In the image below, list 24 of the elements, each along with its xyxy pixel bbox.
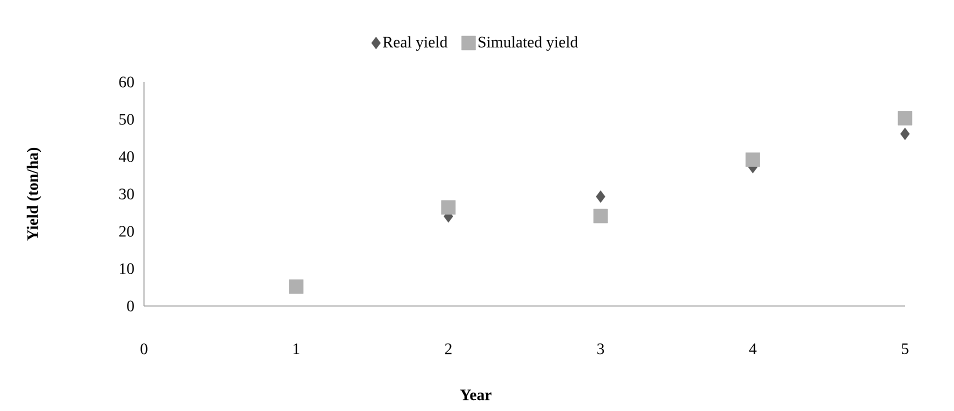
y-tick-label: 30 [119,188,134,200]
y-tick-label: 10 [120,263,134,274]
x-tick-label: 2 [445,344,452,354]
point [900,128,910,140]
y-tick-label: 40 [118,151,134,162]
y-tick-label: 0 [127,300,134,312]
x-axis-title: Year [460,390,492,400]
y-tick-label: 50 [119,114,134,125]
legend-label: Real yield [382,36,448,51]
x-tick-label: 0 [140,344,148,354]
point [596,190,606,203]
y-tick-label: 20 [119,226,134,237]
point [441,200,456,215]
x-tick-label: 4 [749,344,757,354]
point [898,111,912,126]
x-tick-label: 1 [294,344,300,354]
point [289,279,304,294]
y-axis-title: Yield (ton/ha) [26,148,42,241]
x-tick-label: 3 [597,344,604,354]
legend-label: Simulated yield [478,36,578,51]
point [746,152,760,167]
point [593,208,608,224]
x-tick-label: 5 [902,344,908,354]
y-tick-label: 60 [119,76,134,88]
